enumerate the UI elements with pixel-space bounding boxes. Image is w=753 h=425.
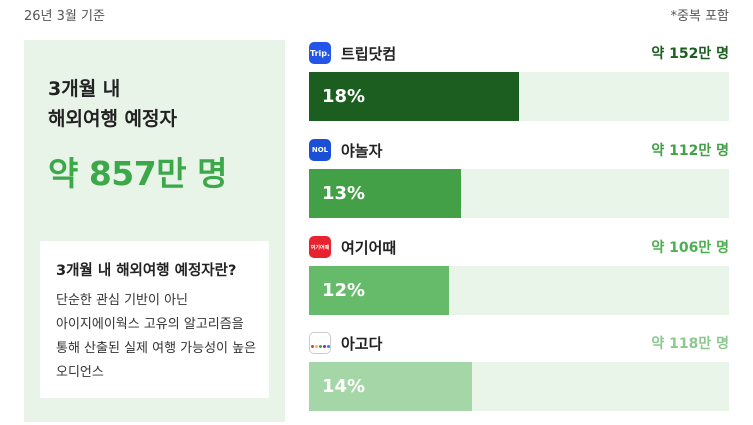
audience-count: 약 118만 명 [651,336,729,352]
share-bar-fill: 14% [309,362,472,411]
share-bar-track: 18% [309,72,729,121]
brand-name: 아고다 [341,335,383,353]
yeogi-logo-icon: 여기어때 [309,236,331,258]
duplicate-note-label: *중복 포함 [670,9,729,24]
definition-line: 아이지에이웍스 고유의 알고리즘을 [56,317,244,332]
definition-title: 3개월 내 해외여행 예정자란? [56,263,237,279]
summary-panel: 3개월 내 해외여행 예정자 약 857만 명 3개월 내 해외여행 예정자란?… [24,40,285,422]
share-bar-fill: 12% [309,266,449,315]
share-percent-label: 14% [322,376,366,397]
audience-count: 약 106만 명 [651,240,729,256]
definition-line: 오디언스 [56,365,104,380]
tripcom-logo-icon: Trip. [309,42,331,64]
total-travelers-count: 약 857만 명 [48,154,227,193]
share-percent-label: 18% [322,86,366,107]
definition-line: 통해 산출된 실제 여행 가능성이 높은 [56,341,257,356]
share-percent-label: 12% [322,280,366,301]
share-percent-label: 13% [322,183,366,204]
share-bar-track: 13% [309,169,729,218]
app-row-yeogi: 여기어때 여기어때 약 106만 명 12% [309,234,729,316]
brand-name: 여기어때 [341,239,397,257]
audience-count: 약 112만 명 [651,143,729,159]
yeogi-logo-text: 여기어때 [310,244,330,251]
audience-count: 약 152만 명 [651,46,729,62]
nol-logo-icon: NOL [309,139,331,161]
basis-date-label: 26년 3월 기준 [24,9,105,24]
brand-name: 야놀자 [341,142,383,160]
share-bar-fill: 13% [309,169,461,218]
nol-logo-text: NOL [311,146,329,154]
share-bar-fill: 18% [309,72,519,121]
definition-line: 단순한 관심 기반이 아닌 [56,293,188,308]
definition-card: 3개월 내 해외여행 예정자란? 단순한 관심 기반이 아닌 아이지에이웍스 고… [40,241,269,398]
brand-name: 트립닷컴 [341,45,397,63]
app-row-tripcom: Trip. 트립닷컴 약 152만 명 18% [309,40,729,122]
headline-line-1: 3개월 내 [48,78,121,100]
share-bar-track: 12% [309,266,729,315]
app-row-yanolja: NOL 야놀자 약 112만 명 13% [309,137,729,219]
app-row-agoda: 아고다 약 118만 명 14% [309,330,729,412]
tripcom-logo-text: Trip. [309,48,331,58]
summary-headline: 3개월 내 해외여행 예정자 [48,74,177,134]
headline-line-2: 해외여행 예정자 [48,108,177,130]
agoda-logo-icon [309,332,331,354]
share-bar-track: 14% [309,362,729,411]
